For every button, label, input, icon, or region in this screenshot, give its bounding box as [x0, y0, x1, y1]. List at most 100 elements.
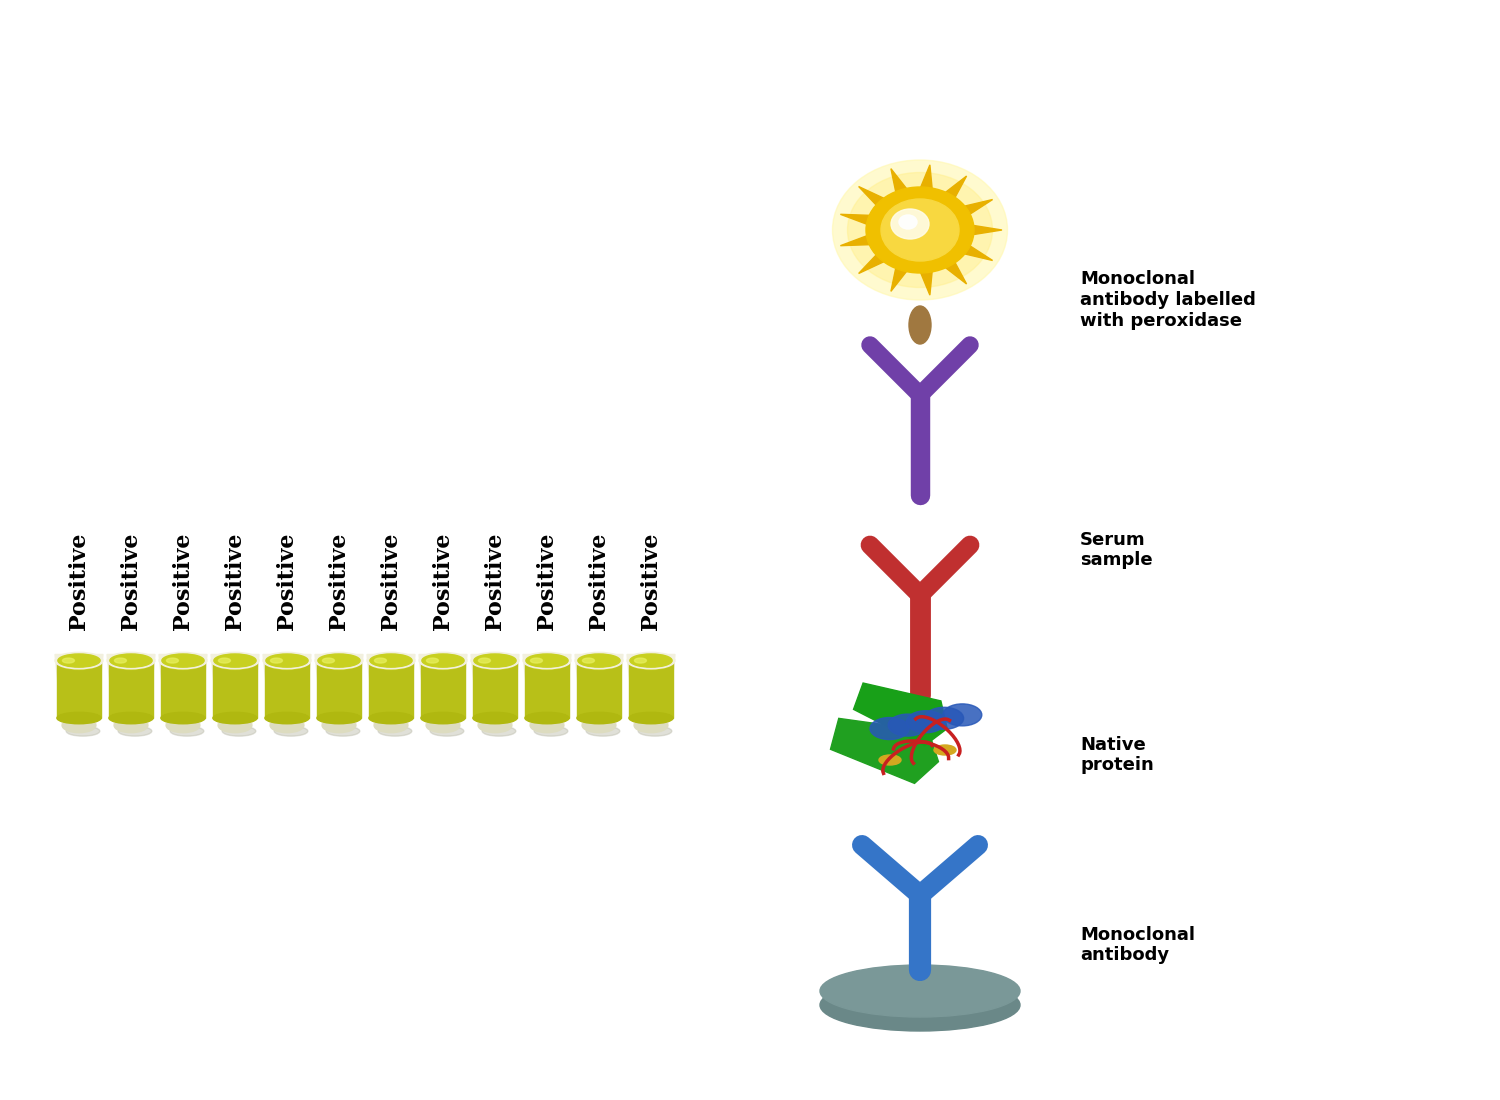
Ellipse shape [821, 965, 1020, 1018]
Ellipse shape [219, 658, 231, 663]
Ellipse shape [219, 659, 232, 664]
Polygon shape [945, 176, 966, 198]
Ellipse shape [272, 659, 285, 664]
Ellipse shape [944, 704, 982, 726]
Text: Positive: Positive [588, 532, 610, 629]
Polygon shape [578, 662, 621, 718]
Polygon shape [266, 662, 309, 718]
Polygon shape [471, 654, 519, 726]
Ellipse shape [374, 718, 408, 733]
Ellipse shape [906, 711, 945, 733]
Polygon shape [56, 654, 104, 726]
Ellipse shape [214, 654, 256, 668]
Ellipse shape [879, 755, 902, 764]
Ellipse shape [213, 654, 256, 670]
Ellipse shape [160, 713, 206, 724]
Ellipse shape [531, 658, 543, 663]
Ellipse shape [270, 718, 304, 733]
Ellipse shape [427, 659, 441, 664]
Ellipse shape [266, 654, 309, 670]
Ellipse shape [318, 654, 360, 668]
Text: Positive: Positive [328, 532, 350, 629]
Polygon shape [213, 662, 256, 718]
Ellipse shape [266, 654, 308, 668]
Ellipse shape [213, 713, 256, 724]
Text: Positive: Positive [68, 532, 90, 629]
Polygon shape [627, 654, 675, 726]
Polygon shape [963, 199, 993, 214]
Ellipse shape [270, 658, 282, 663]
Ellipse shape [634, 658, 646, 663]
Polygon shape [963, 245, 993, 261]
Ellipse shape [166, 658, 178, 663]
Ellipse shape [880, 199, 959, 261]
Ellipse shape [162, 654, 204, 668]
Ellipse shape [474, 654, 516, 668]
Polygon shape [106, 654, 154, 726]
Ellipse shape [274, 726, 308, 736]
Ellipse shape [369, 713, 413, 724]
Ellipse shape [634, 718, 668, 733]
Ellipse shape [166, 718, 200, 733]
Ellipse shape [934, 745, 956, 755]
Polygon shape [160, 662, 206, 718]
Ellipse shape [480, 659, 494, 664]
Ellipse shape [118, 726, 152, 736]
Ellipse shape [326, 726, 360, 736]
Ellipse shape [322, 658, 334, 663]
Ellipse shape [211, 652, 260, 669]
Text: Positive: Positive [484, 532, 506, 629]
Ellipse shape [168, 659, 182, 664]
Ellipse shape [478, 718, 512, 733]
Ellipse shape [57, 654, 100, 670]
Ellipse shape [222, 726, 256, 736]
Ellipse shape [478, 658, 490, 663]
Ellipse shape [426, 718, 460, 733]
Text: Positive: Positive [120, 532, 142, 629]
Ellipse shape [525, 713, 568, 724]
Polygon shape [315, 654, 363, 726]
Polygon shape [840, 235, 872, 245]
Ellipse shape [110, 654, 152, 668]
Ellipse shape [110, 654, 153, 670]
Polygon shape [316, 662, 362, 718]
Ellipse shape [524, 652, 572, 669]
Ellipse shape [628, 654, 674, 670]
Ellipse shape [370, 654, 413, 668]
Ellipse shape [322, 718, 356, 733]
Ellipse shape [58, 654, 100, 668]
Ellipse shape [116, 659, 129, 664]
Ellipse shape [582, 658, 594, 663]
Text: Positive: Positive [640, 532, 662, 629]
Ellipse shape [315, 652, 363, 669]
Polygon shape [891, 168, 908, 192]
Text: Monoclonal
antibody: Monoclonal antibody [1080, 925, 1196, 965]
Ellipse shape [170, 726, 204, 736]
Ellipse shape [578, 654, 621, 670]
Polygon shape [921, 271, 932, 295]
Ellipse shape [472, 654, 518, 670]
Ellipse shape [821, 979, 1020, 1031]
Polygon shape [628, 662, 674, 718]
Ellipse shape [582, 718, 616, 733]
Ellipse shape [422, 713, 465, 724]
Polygon shape [110, 662, 153, 718]
Text: Monoclonal
antibody labelled
with peroxidase: Monoclonal antibody labelled with peroxi… [1080, 271, 1256, 330]
Ellipse shape [57, 713, 100, 724]
Ellipse shape [627, 652, 675, 669]
Text: Positive: Positive [536, 532, 558, 629]
Polygon shape [858, 254, 885, 274]
Ellipse shape [865, 187, 974, 273]
Ellipse shape [63, 658, 75, 663]
Ellipse shape [114, 718, 148, 733]
Polygon shape [472, 662, 518, 718]
Ellipse shape [324, 659, 338, 664]
Polygon shape [972, 226, 1002, 234]
Text: Serum
sample: Serum sample [1080, 530, 1152, 570]
Ellipse shape [847, 173, 993, 287]
Polygon shape [891, 267, 908, 292]
Ellipse shape [430, 726, 464, 736]
Ellipse shape [62, 718, 96, 733]
Polygon shape [858, 187, 885, 206]
Ellipse shape [630, 654, 672, 668]
